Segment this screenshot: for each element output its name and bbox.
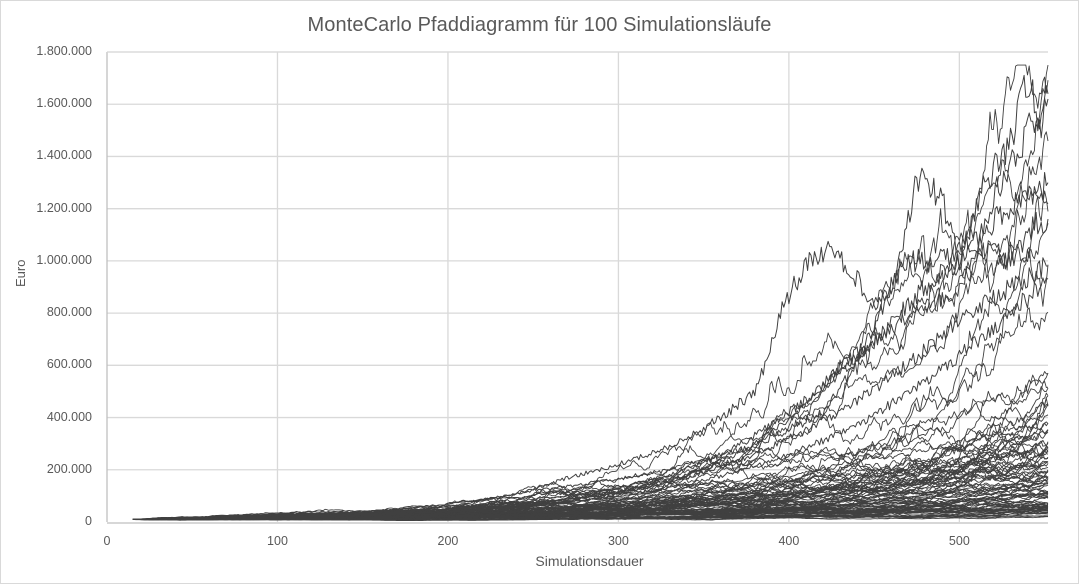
chart-title: MonteCarlo Pfaddiagramm für 100 Simulati…: [307, 14, 772, 36]
y-tick-label: 1.200.000: [36, 200, 92, 215]
x-tick-label: 400: [778, 534, 800, 548]
y-tick-label: 600.000: [46, 357, 92, 372]
x-tick-label: 300: [607, 534, 629, 548]
x-axis-title: Simulationsdauer: [535, 553, 644, 569]
simulation-path: [132, 470, 1049, 521]
y-tick-label: 1.400.000: [36, 148, 92, 163]
simulation-path: [132, 190, 1049, 520]
x-tick-label: 500: [948, 534, 970, 548]
simulation-path: [132, 131, 1049, 520]
y-tick-label: 0: [85, 514, 92, 528]
y-tick-label: 200.000: [46, 461, 92, 476]
simulation-path: [132, 64, 1049, 521]
y-tick-label: 1.000.000: [36, 252, 92, 267]
simulation-path: [132, 246, 1049, 521]
gridlines: [107, 51, 1048, 522]
y-tick-label: 1.600.000: [36, 96, 92, 111]
simulation-path: [132, 65, 1049, 520]
y-tick-label: 1.800.000: [36, 44, 92, 58]
axes: [106, 51, 1048, 524]
simulation-path: [132, 374, 1049, 520]
simulation-path-outlier-upper-mid-2: [132, 277, 1049, 520]
x-tick-label: 0: [103, 534, 111, 548]
simulation-path: [132, 441, 1049, 521]
x-tick-label: 200: [437, 534, 459, 548]
simulation-path-outlier-max: [132, 74, 1049, 520]
simulation-paths: [132, 64, 1049, 522]
y-tick-label: 800.000: [46, 305, 92, 320]
y-tick-label: 400.000: [46, 409, 92, 424]
simulation-path: [132, 307, 1049, 520]
x-tick-label: 100: [267, 534, 288, 548]
